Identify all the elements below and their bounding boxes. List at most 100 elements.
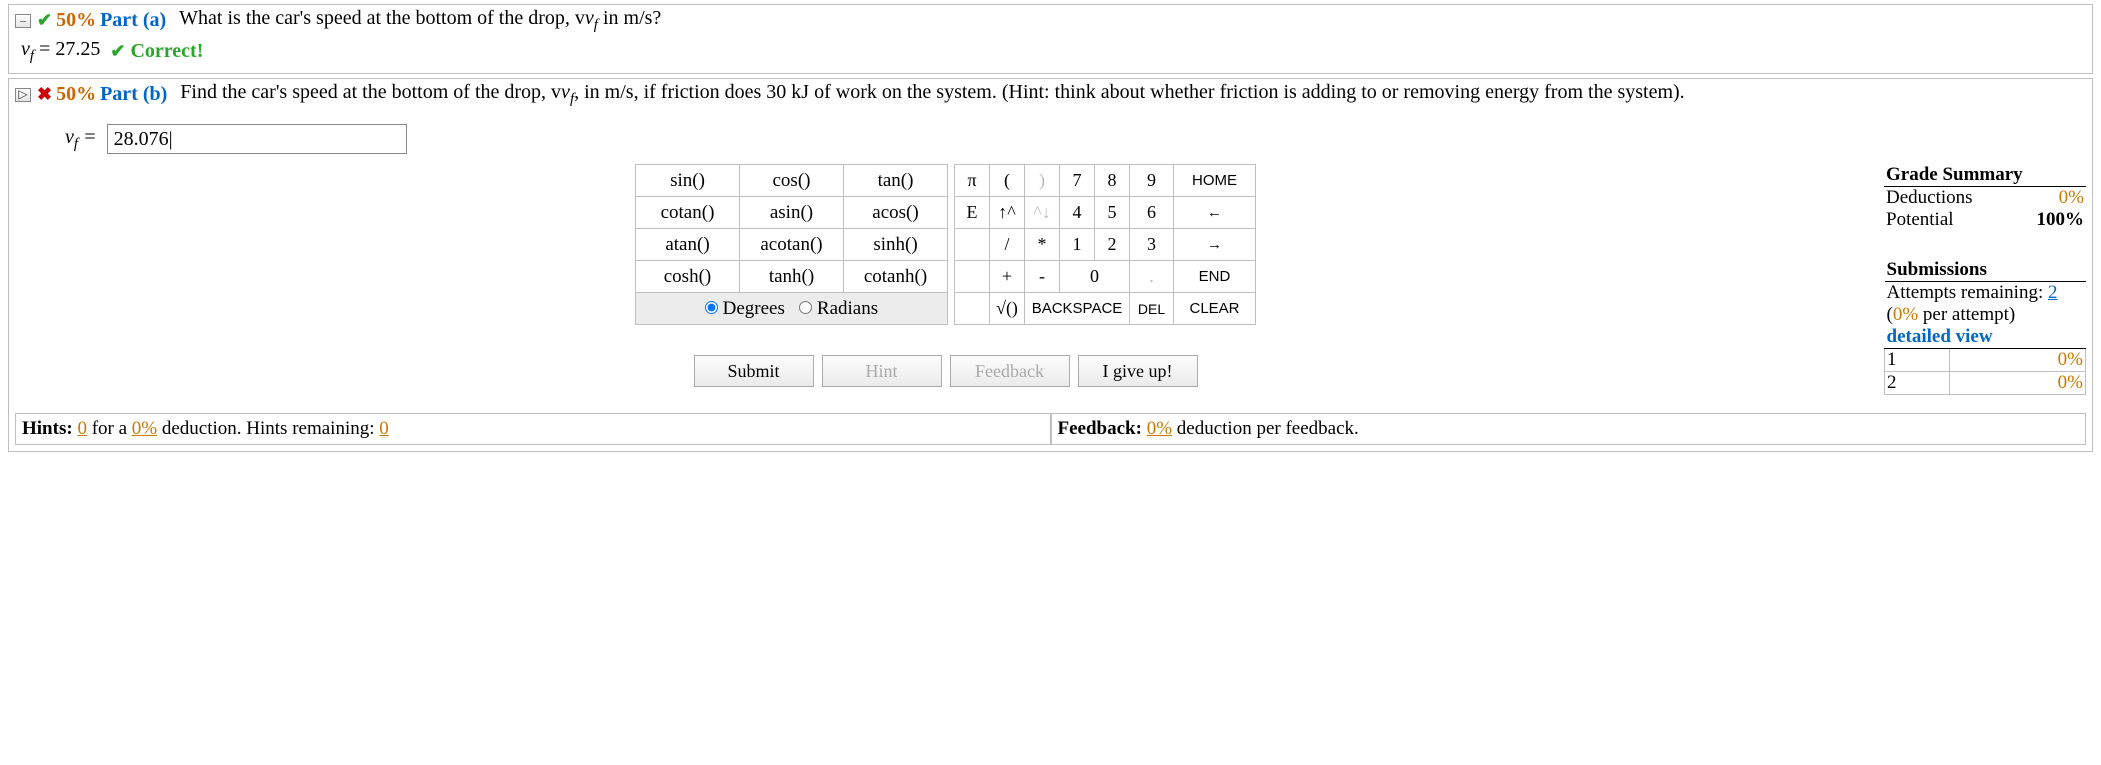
fn-tan[interactable]: tan() (844, 165, 948, 197)
fn-sin[interactable]: sin() (636, 165, 740, 197)
va-sub: f (30, 48, 34, 64)
part-b-header: ▷ ✖ 50% Part (b) Find the car's speed at… (15, 81, 2086, 108)
sub-1-v: 0% (1950, 349, 2086, 372)
key-right[interactable]: → (1174, 229, 1256, 261)
feedback-button[interactable]: Feedback (950, 355, 1070, 387)
check-icon: ✔ (37, 10, 52, 31)
part-b-label: Part (b) (100, 83, 167, 106)
collapse-icon[interactable]: – (15, 14, 31, 28)
part-b-input-row: vf = (65, 124, 2086, 154)
hints-rem: 0 (379, 418, 389, 439)
key-left[interactable]: ← (1174, 197, 1256, 229)
fn-cos[interactable]: cos() (740, 165, 844, 197)
vb-sub: f (74, 136, 78, 152)
qb-var: v (561, 81, 570, 103)
key-1[interactable]: 1 (1060, 229, 1095, 261)
key-e[interactable]: E (955, 197, 990, 229)
fn-cotan[interactable]: cotan() (636, 197, 740, 229)
attempts-pre: Attempts remaining: (1887, 282, 2044, 303)
keypad: sin()cos()tan() cotan()asin()acos() atan… (635, 164, 1256, 325)
qa-tail: in m/s? (598, 7, 661, 29)
attempts-row: Attempts remaining: 2 (1885, 282, 2086, 305)
fn-cotanh[interactable]: cotanh() (844, 261, 948, 293)
hints-n: 0 (77, 418, 87, 439)
hint-button[interactable]: Hint (822, 355, 942, 387)
grade-table: Grade Summary Deductions0% Potential100% (1884, 164, 2086, 231)
detailed-view-link[interactable]: detailed view (1887, 326, 1993, 347)
potential-label: Potential (1884, 209, 2013, 231)
sub-2-n: 2 (1885, 372, 1950, 395)
key-4[interactable]: 4 (1060, 197, 1095, 229)
key-plus[interactable]: + (990, 261, 1025, 293)
sidebar: Grade Summary Deductions0% Potential100%… (1876, 164, 2086, 395)
fn-sinh[interactable]: sinh() (844, 229, 948, 261)
footer: Hints: 0 for a 0% deduction. Hints remai… (15, 413, 2086, 445)
key-minus[interactable]: - (1025, 261, 1060, 293)
grade-header: Grade Summary (1884, 164, 2086, 187)
deductions-value: 0% (2013, 187, 2086, 210)
part-a-percent: 50% (56, 9, 96, 32)
key-rparen[interactable]: ) (1025, 165, 1060, 197)
key-sqrt[interactable]: √() (990, 293, 1025, 325)
per-pct: 0% (1893, 304, 1918, 325)
key-lparen[interactable]: ( (990, 165, 1025, 197)
sub-2-v: 0% (1950, 372, 2086, 395)
part-a-answer: vf = 27.25 ✔ Correct! (21, 38, 2086, 65)
key-mul[interactable]: * (1025, 229, 1060, 261)
radians-radio[interactable] (799, 301, 812, 314)
fn-tanh[interactable]: tanh() (740, 261, 844, 293)
submissions-header: Submissions (1885, 259, 2086, 282)
key-clear[interactable]: CLEAR (1174, 293, 1256, 325)
part-b-percent: 50% (56, 83, 96, 106)
fb-pct: 0% (1147, 418, 1172, 439)
key-0[interactable]: 0 (1060, 261, 1130, 293)
qa-var: v (585, 7, 594, 29)
hints-cell: Hints: 0 for a 0% deduction. Hints remai… (15, 414, 1051, 445)
feedback-cell: Feedback: 0% deduction per feedback. (1051, 414, 2087, 445)
body-area: sin()cos()tan() cotan()asin()acos() atan… (15, 164, 2086, 395)
key-blank2 (955, 261, 990, 293)
attempts-count[interactable]: 2 (2048, 282, 2058, 303)
fn-atan[interactable]: atan() (636, 229, 740, 261)
correct-text: Correct! (130, 40, 203, 62)
func-table: sin()cos()tan() cotan()asin()acos() atan… (635, 164, 948, 325)
fn-asin[interactable]: asin() (740, 197, 844, 229)
key-8[interactable]: 8 (1095, 165, 1130, 197)
giveup-button[interactable]: I give up! (1078, 355, 1198, 387)
key-home[interactable]: HOME (1174, 165, 1256, 197)
correct-label: ✔ Correct! (110, 40, 203, 63)
mode-row: Degrees Radians (636, 293, 948, 325)
key-7[interactable]: 7 (1060, 165, 1095, 197)
fb-tail: deduction per feedback. (1177, 418, 1359, 439)
key-div[interactable]: / (990, 229, 1025, 261)
key-upcaret[interactable]: ↑^ (990, 197, 1025, 229)
key-end[interactable]: END (1174, 261, 1256, 293)
key-pi[interactable]: π (955, 165, 990, 197)
potential-value: 100% (2013, 209, 2086, 231)
expand-icon[interactable]: ▷ (15, 88, 31, 102)
degrees-radio[interactable] (705, 301, 718, 314)
key-6[interactable]: 6 (1130, 197, 1174, 229)
radians-option[interactable]: Radians (799, 298, 878, 319)
fn-acotan[interactable]: acotan() (740, 229, 844, 261)
num-table: π ( ) 7 8 9 HOME E ↑^ ^↓ 4 (954, 164, 1256, 325)
key-5[interactable]: 5 (1095, 197, 1130, 229)
key-del[interactable]: DEL (1130, 293, 1174, 325)
key-2[interactable]: 2 (1095, 229, 1130, 261)
vb-var: v (65, 126, 74, 148)
key-3[interactable]: 3 (1130, 229, 1174, 261)
answer-input[interactable] (107, 124, 407, 154)
degrees-option[interactable]: Degrees (705, 298, 785, 319)
hints-pct: 0% (132, 418, 157, 439)
submit-button[interactable]: Submit (694, 355, 814, 387)
deductions-label: Deductions (1884, 187, 2013, 210)
fn-cosh[interactable]: cosh() (636, 261, 740, 293)
detailed-view-row: detailed view (1885, 326, 2086, 349)
key-backspace[interactable]: BACKSPACE (1025, 293, 1130, 325)
qa-text: What is the car's speed at the bottom of… (179, 7, 585, 29)
key-dot[interactable]: . (1130, 261, 1174, 293)
fn-acos[interactable]: acos() (844, 197, 948, 229)
part-b-question: Find the car's speed at the bottom of th… (180, 81, 1684, 108)
key-downcaret[interactable]: ^↓ (1025, 197, 1060, 229)
key-9[interactable]: 9 (1130, 165, 1174, 197)
